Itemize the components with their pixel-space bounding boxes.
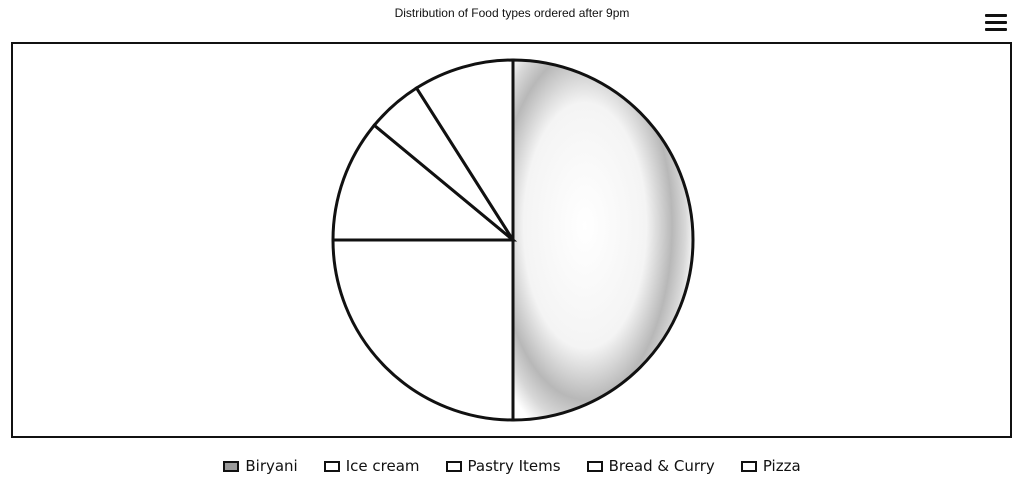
legend-label: Pizza [763, 457, 801, 475]
legend-label: Ice cream [346, 457, 420, 475]
legend-item-pastry-items[interactable]: Pastry Items [446, 457, 561, 475]
legend-swatch-icon [741, 461, 757, 472]
legend: Biryani Ice cream Pastry Items Bread & Curr… [0, 457, 1024, 475]
hamburger-menu-icon[interactable] [984, 12, 1008, 34]
plot-area [11, 42, 1012, 438]
chart-title: Distribution of Food types ordered after… [0, 6, 1024, 20]
pie-slice-biryani[interactable] [513, 60, 693, 420]
legend-item-biryani[interactable]: Biryani [223, 457, 297, 475]
legend-item-bread-and-curry[interactable]: Bread & Curry [587, 457, 715, 475]
legend-label: Biryani [245, 457, 297, 475]
legend-label: Pastry Items [468, 457, 561, 475]
pie-chart [13, 44, 1010, 436]
legend-item-ice-cream[interactable]: Ice cream [324, 457, 420, 475]
legend-swatch-icon [324, 461, 340, 472]
legend-label: Bread & Curry [609, 457, 715, 475]
legend-swatch-icon [587, 461, 603, 472]
legend-swatch-icon [223, 461, 239, 472]
legend-item-pizza[interactable]: Pizza [741, 457, 801, 475]
legend-swatch-icon [446, 461, 462, 472]
pie-slice-ice-cream[interactable] [333, 240, 513, 420]
